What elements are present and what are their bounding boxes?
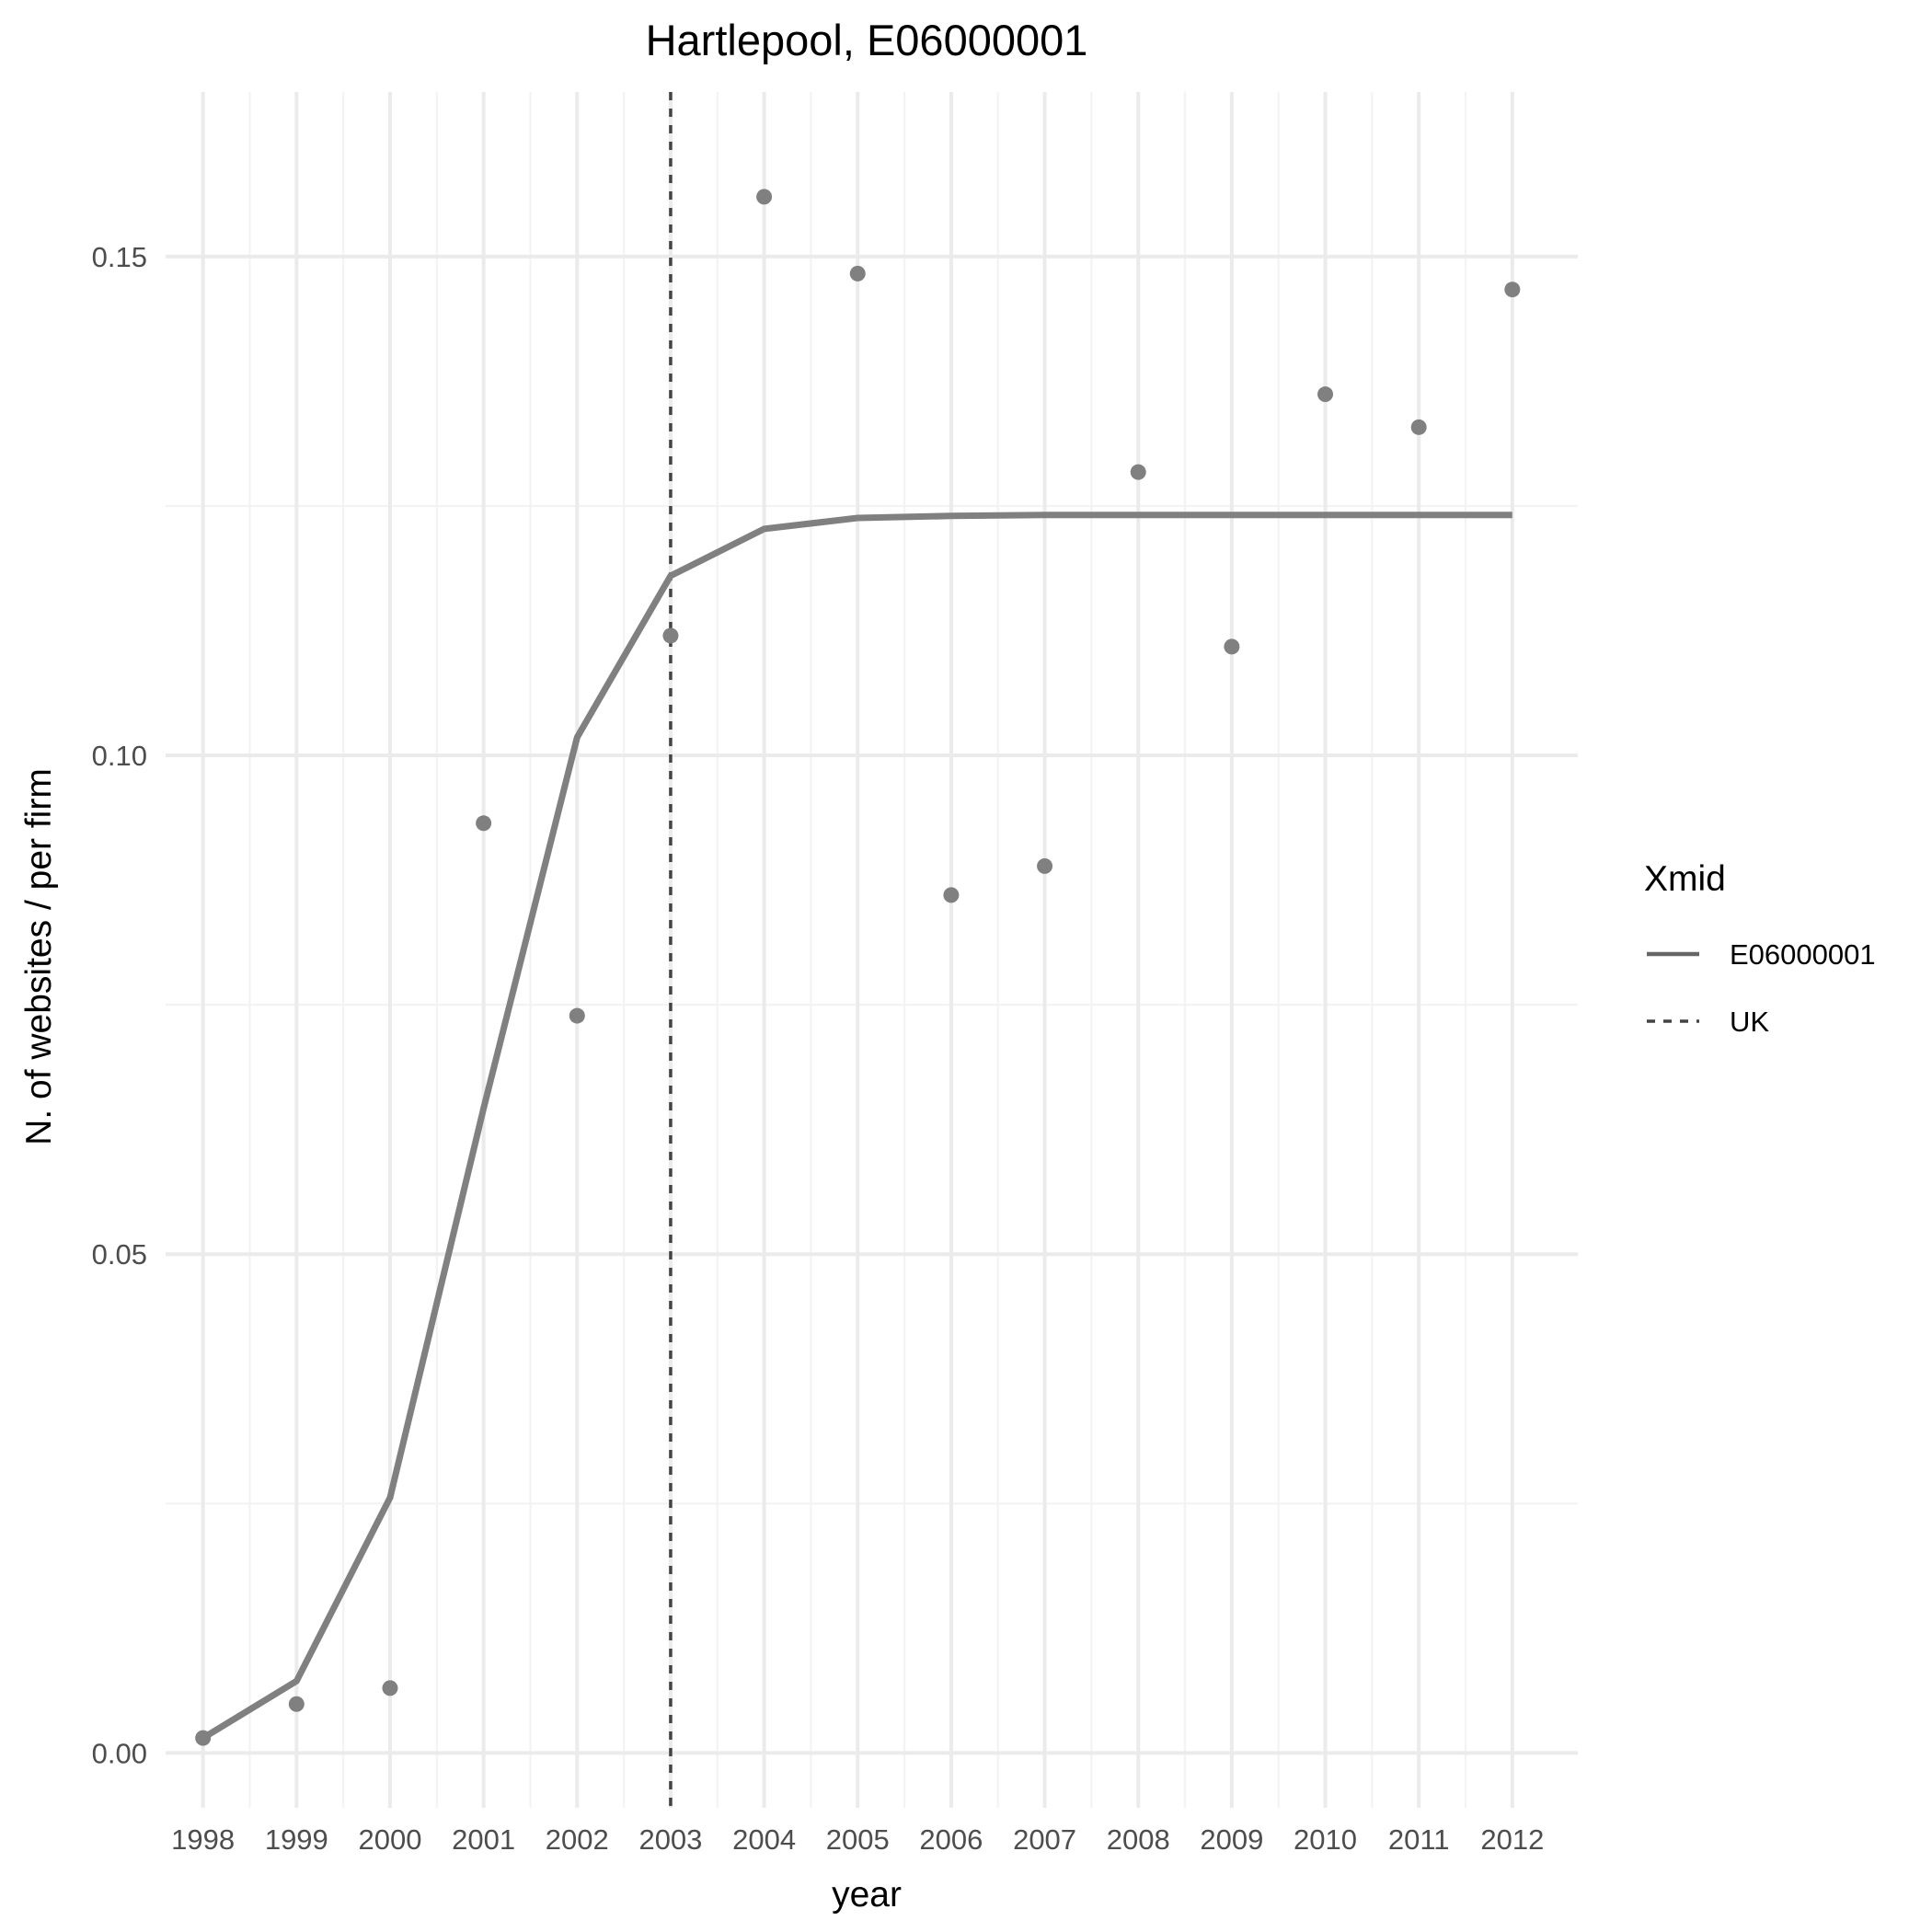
legend-title: Xmid	[1644, 859, 1726, 899]
data-point	[1317, 386, 1334, 403]
x-tick-label: 2010	[1294, 1823, 1357, 1856]
x-tick-label: 2002	[546, 1823, 609, 1856]
y-tick-label: 0.15	[92, 241, 147, 273]
data-point	[1504, 282, 1521, 298]
x-tick-label: 2009	[1200, 1823, 1263, 1856]
x-tick-label: 1999	[265, 1823, 328, 1856]
x-tick-label: 2007	[1013, 1823, 1076, 1856]
legend: Xmid E06000001 UK	[1644, 859, 1876, 1038]
data-point	[849, 265, 866, 282]
data-point	[1410, 419, 1427, 435]
data-point	[943, 887, 960, 903]
data-point	[756, 189, 773, 205]
y-tick-label: 0.00	[92, 1737, 147, 1769]
data-point	[1224, 638, 1240, 655]
data-point	[1037, 857, 1053, 874]
x-tick-label: 1998	[171, 1823, 235, 1856]
x-tick-label: 2011	[1388, 1823, 1450, 1856]
x-tick-label: 2001	[452, 1823, 515, 1856]
x-tick-label: 2012	[1480, 1823, 1544, 1856]
x-tick-label: 2003	[638, 1823, 702, 1856]
legend-label-e06000001: E06000001	[1730, 938, 1876, 971]
x-tick-label: 2000	[358, 1823, 421, 1856]
x-tick-label: 2004	[732, 1823, 796, 1856]
x-tick-labels: 1998 1999 2000 2001 2002 2003 2004 2005 2006 2007…	[171, 1823, 1544, 1856]
observed-points-layer	[195, 189, 1521, 1746]
series-line-e06000001	[201, 512, 1512, 1742]
chart-title: Hartlepool, E06000001	[646, 16, 1088, 64]
x-tick-label: 2005	[826, 1823, 890, 1856]
data-point	[1130, 464, 1146, 480]
grid	[166, 92, 1578, 1808]
legend-label-uk: UK	[1730, 1006, 1769, 1038]
y-axis-title: N. of websites / per firm	[19, 768, 59, 1145]
data-point	[288, 1696, 305, 1712]
data-point	[476, 815, 492, 832]
fitted-line-layer	[201, 512, 1512, 1742]
data-point	[382, 1680, 398, 1696]
data-point	[195, 1730, 212, 1746]
y-tick-label: 0.05	[92, 1238, 147, 1271]
x-axis-title: year	[832, 1875, 902, 1915]
data-point	[662, 627, 679, 644]
data-point	[569, 1007, 585, 1024]
y-tick-labels: 0.00 0.05 0.10 0.15	[92, 241, 147, 1769]
x-tick-label: 2006	[919, 1823, 983, 1856]
x-tick-label: 2008	[1107, 1823, 1170, 1856]
y-tick-label: 0.10	[92, 740, 147, 772]
